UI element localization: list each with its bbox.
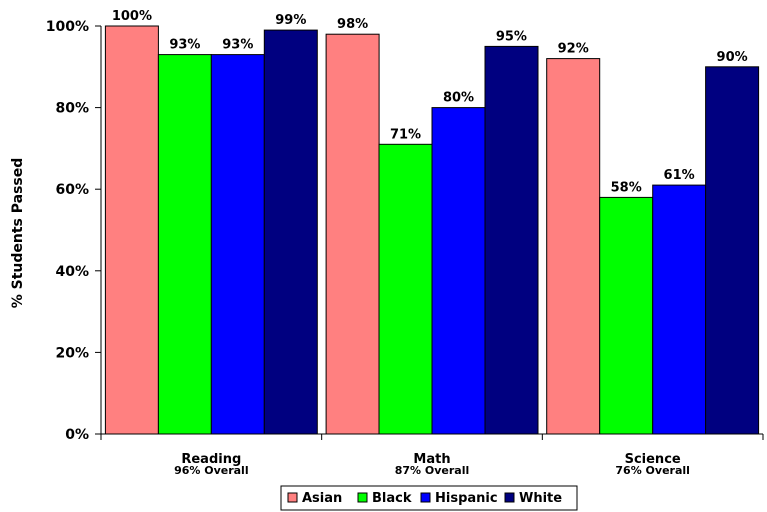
bar-hispanic-science — [652, 184, 707, 435]
data-label-black-science: 58% — [611, 180, 642, 195]
bar-black-science — [599, 196, 654, 435]
legend-swatch-asian — [287, 492, 298, 503]
plot-area: 100% 98% 92% 93% 71% 58% 93% 80% 61% 99% 95% 90% 0% 2… — [46, 9, 764, 477]
data-label-black-math: 71% — [390, 127, 421, 142]
y-tick-label: 40% — [55, 264, 89, 280]
data-label-white-science: 90% — [717, 50, 748, 65]
y-tick-label: 20% — [55, 345, 89, 361]
data-label-asian-reading: 100% — [112, 9, 152, 24]
y-tick-label: 80% — [55, 101, 89, 117]
data-label-white-reading: 99% — [275, 13, 306, 28]
data-label-hispanic-reading: 93% — [222, 38, 253, 53]
legend-swatch-hispanic — [420, 492, 431, 503]
y-tick-label: 100% — [46, 19, 89, 35]
bar-white-reading — [263, 29, 318, 435]
bar-black-reading — [157, 54, 212, 435]
bar-white-science — [705, 66, 760, 435]
bar-asian-reading — [104, 25, 159, 435]
data-label-hispanic-math: 80% — [443, 91, 474, 106]
bar-white-math — [484, 45, 539, 435]
bar-black-math — [378, 143, 433, 435]
bar-hispanic-math — [431, 107, 486, 435]
legend-label-hispanic: Hispanic — [435, 491, 498, 506]
legend-swatch-black — [357, 492, 368, 503]
data-label-asian-science: 92% — [558, 42, 589, 57]
data-label-asian-math: 98% — [337, 17, 368, 32]
x-category-label: Math — [413, 452, 450, 467]
y-axis-title: % Students Passed — [10, 158, 26, 309]
x-category-label: Reading — [181, 452, 241, 467]
x-category-label: Science — [625, 452, 681, 467]
x-category-sublabel: 76% Overall — [615, 464, 690, 477]
x-category-sublabel: 87% Overall — [395, 464, 470, 477]
legend-swatch-white — [504, 492, 515, 503]
x-category-sublabel: 96% Overall — [174, 464, 249, 477]
data-label-white-math: 95% — [496, 29, 527, 44]
legend-label-black: Black — [372, 491, 412, 506]
y-tick-label: 0% — [65, 427, 89, 443]
y-axis-title-group: % Students Passed — [10, 158, 26, 309]
data-label-hispanic-science: 61% — [664, 168, 695, 183]
legend-label-white: White — [519, 491, 562, 506]
legend-label-asian: Asian — [302, 491, 342, 506]
y-tick-label: 60% — [55, 182, 89, 198]
bar-asian-science — [546, 58, 601, 435]
bar-asian-math — [325, 33, 380, 435]
data-label-black-reading: 93% — [169, 38, 200, 53]
legend: Asian Black Hispanic White — [280, 485, 578, 511]
bar-hispanic-reading — [210, 54, 265, 435]
